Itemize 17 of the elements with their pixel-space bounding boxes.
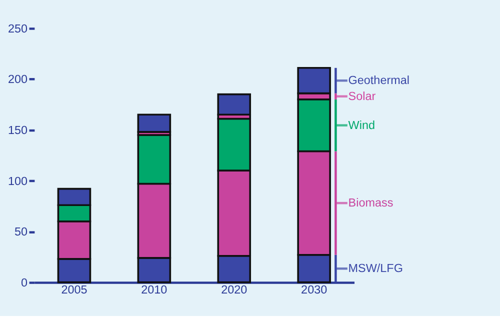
legend-label: Geothermal <box>348 74 410 88</box>
bar <box>217 93 252 116</box>
y-tick-label: 250 <box>8 22 28 36</box>
legend-label: MSW/LFG <box>348 262 403 276</box>
legend-label: Biomass <box>348 196 394 210</box>
x-tick-label: 2010 <box>141 284 168 297</box>
x-tick-label: 2030 <box>301 284 328 297</box>
y-tick-label: 0 <box>20 276 28 290</box>
x-tick-label: 2005 <box>61 284 88 297</box>
x-tick-label: 2020 <box>221 284 248 297</box>
y-tick-label: 200 <box>8 73 28 86</box>
legend-label: Solar <box>348 90 376 103</box>
bar <box>137 114 172 133</box>
y-tick-label: 150 <box>8 124 28 137</box>
y-tick-label: 50 <box>14 226 28 239</box>
legend-label: Wind <box>348 118 375 132</box>
y-tick-label: 100 <box>8 174 28 188</box>
